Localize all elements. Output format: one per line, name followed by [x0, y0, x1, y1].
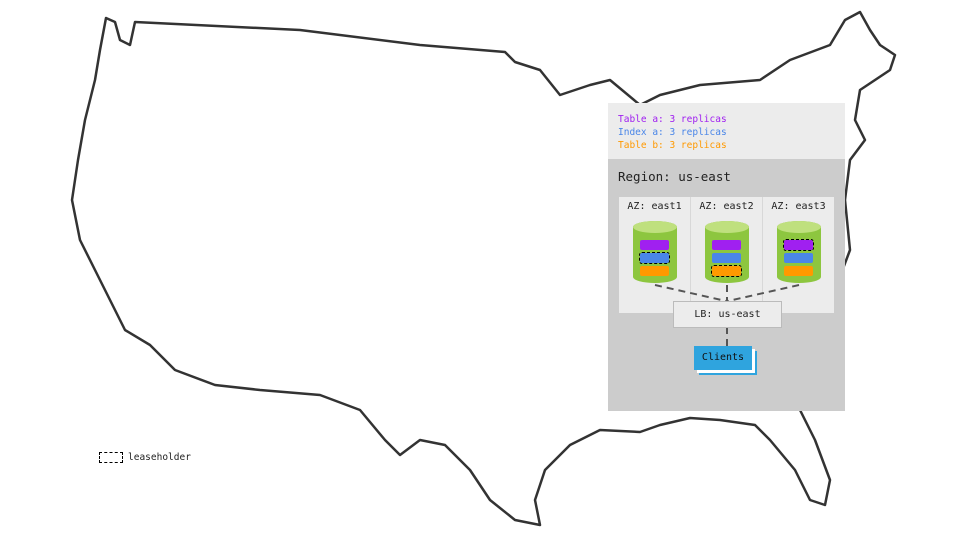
database-node-icon [777, 221, 821, 283]
replica-table-a [640, 240, 669, 250]
replica-legend: Table a: 3 replicas Index a: 3 replicas … [608, 103, 845, 159]
database-node-icon [633, 221, 677, 283]
replica-table-b [640, 266, 669, 276]
az-label: AZ: east3 [771, 201, 826, 212]
replica-index-a [712, 253, 741, 263]
legend-table-a: Table a: 3 replicas [618, 114, 727, 125]
leaseholder-legend: leaseholder [99, 452, 191, 463]
leaseholder-label: leaseholder [128, 452, 191, 463]
clients: Clients [694, 346, 752, 370]
az-label: AZ: east1 [627, 201, 682, 212]
az-east3: AZ: east3 [763, 197, 834, 313]
replica-table-a [712, 240, 741, 250]
az-east2: AZ: east2 [691, 197, 763, 313]
legend-index-a: Index a: 3 replicas [618, 127, 727, 138]
az-label: AZ: east2 [699, 201, 754, 212]
legend-table-b: Table b: 3 replicas [618, 140, 727, 151]
region-title: Region: us-east [618, 169, 731, 184]
load-balancer: LB: us-east [673, 301, 782, 328]
replica-table-b [784, 266, 813, 276]
dashed-box-icon [99, 452, 123, 463]
database-node-icon [705, 221, 749, 283]
replica-table-b-leaseholder [711, 265, 742, 277]
connection-lines [654, 284, 800, 346]
region-us-east: Region: us-east AZ: east1 AZ: east2 AZ: … [608, 159, 845, 411]
replica-index-a [784, 253, 813, 263]
replica-index-a-leaseholder [639, 252, 670, 264]
az-east1: AZ: east1 [619, 197, 691, 313]
replica-table-a-leaseholder [783, 239, 814, 251]
